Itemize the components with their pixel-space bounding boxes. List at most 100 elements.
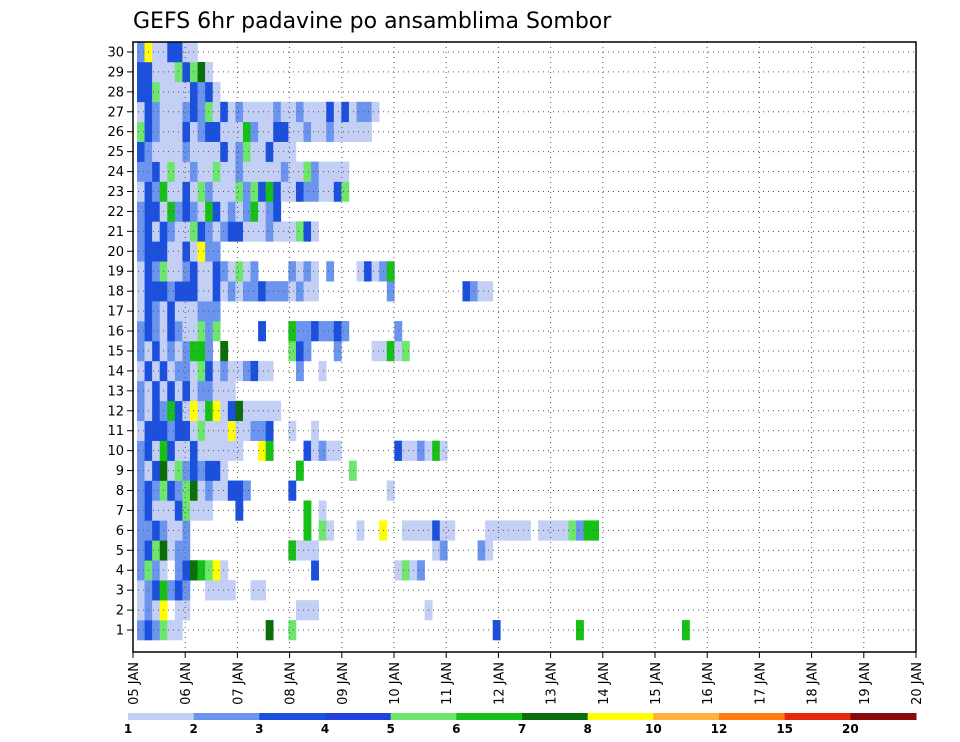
legend-swatch [325, 713, 392, 720]
heatmap-cell [235, 360, 244, 382]
heatmap-cell [500, 520, 509, 541]
x-tick-label: 16 JAN [701, 662, 716, 705]
heatmap-cell [212, 101, 221, 123]
heatmap-cell [197, 420, 206, 441]
heatmap-cell [167, 380, 176, 402]
heatmap-cell [182, 580, 191, 601]
heatmap-cell [273, 201, 282, 222]
plot-frame [132, 41, 917, 653]
heatmap-cell [197, 560, 206, 581]
y-tick-label: 2 [116, 604, 124, 619]
heatmap-cell [295, 360, 304, 382]
heatmap-cell [197, 341, 206, 362]
heatmap-cell [295, 600, 304, 621]
heatmap-cell [137, 161, 145, 182]
heatmap-cell [137, 341, 145, 362]
heatmap-cell [220, 560, 229, 581]
heatmap-cell [197, 480, 206, 501]
heatmap-cell [348, 121, 357, 142]
heatmap-cell [417, 440, 425, 461]
heatmap-cell [137, 121, 145, 142]
heatmap-cell [462, 281, 471, 302]
heatmap-cell [220, 420, 229, 441]
heatmap-cell [137, 520, 145, 541]
heatmap-cell [311, 600, 319, 621]
heatmap-cell [220, 181, 229, 202]
heatmap-cell [167, 360, 176, 382]
y-tick-label: 5 [116, 544, 124, 559]
x-tick-label: 13 JAN [545, 662, 560, 705]
heatmap-cell [265, 161, 274, 182]
heatmap-cell [318, 321, 327, 342]
heatmap-cell [182, 500, 191, 521]
heatmap-cell [280, 161, 289, 182]
legend-swatch [456, 713, 523, 720]
heatmap-cell [333, 440, 342, 461]
heatmap-cell [288, 420, 297, 441]
heatmap-cell [235, 141, 244, 162]
heatmap-cell [197, 61, 206, 83]
heatmap-cell [250, 161, 259, 182]
heatmap-cell [220, 281, 229, 302]
heatmap-cell [591, 520, 600, 541]
heatmap-cell [326, 121, 335, 142]
heatmap-cell [273, 221, 282, 242]
y-tick-label: 15 [107, 344, 124, 359]
heatmap-cell [137, 600, 145, 621]
heatmap-cell [250, 281, 259, 302]
heatmap-cell [205, 221, 213, 242]
heatmap-cell [182, 181, 191, 202]
heatmap-cell [167, 221, 176, 242]
heatmap-cell [227, 440, 236, 461]
y-tick-label: 12 [107, 404, 124, 419]
heatmap-cell [212, 400, 221, 422]
heatmap-cell [235, 400, 244, 422]
legend-level-label: 12 [711, 722, 728, 736]
heatmap-cell [182, 520, 191, 541]
heatmap-cell [273, 141, 282, 162]
heatmap-cell [212, 221, 221, 242]
heatmap-cell [182, 241, 191, 262]
heatmap-cell [288, 221, 297, 242]
heatmap-cell [167, 500, 176, 521]
heatmap-cell [182, 301, 191, 322]
heatmap-cell [295, 460, 304, 481]
heatmap-cell [265, 420, 274, 441]
heatmap-cell [273, 181, 282, 202]
heatmap-cell [523, 520, 531, 541]
heatmap-cell [492, 620, 501, 641]
heatmap-cell [356, 520, 365, 541]
heatmap-cell [250, 201, 259, 222]
heatmap-cell [167, 460, 176, 481]
x-axis: 05 JAN 06 JAN 07 JAN 08 JAN 09 JAN 10 JAN 11 J… [127, 652, 925, 705]
heatmap-cell [182, 221, 191, 242]
heatmap-cell [303, 181, 312, 202]
heatmap-cell [341, 321, 350, 342]
heatmap-cell [553, 520, 562, 541]
heatmap-cell [167, 161, 176, 182]
heatmap-cell [167, 181, 176, 202]
x-tick-label: 09 JAN [336, 662, 351, 705]
heatmap-cell [137, 580, 145, 601]
heatmap-cell [137, 42, 145, 63]
heatmap-cell [318, 181, 327, 202]
heatmap-cell [273, 281, 282, 302]
heatmap-cell [227, 281, 236, 302]
heatmap-cell [258, 420, 266, 441]
heatmap-cell [167, 400, 176, 422]
heatmap-cell [182, 600, 191, 621]
heatmap-cell [152, 181, 161, 202]
heatmap-cell [212, 141, 221, 162]
heatmap-cell [265, 181, 274, 202]
heatmap-cell [265, 141, 274, 162]
heatmap-cell [182, 42, 191, 63]
heatmap-cell [212, 81, 221, 103]
y-tick-label: 22 [107, 205, 124, 220]
heatmap-cell [182, 81, 191, 103]
x-tick-label: 11 JAN [440, 662, 455, 705]
heatmap-cell [280, 121, 289, 142]
heatmap-cell [242, 420, 251, 441]
legend-level-label: 7 [518, 722, 526, 736]
heatmap-cell [371, 261, 380, 282]
heatmap-cell [341, 121, 350, 142]
